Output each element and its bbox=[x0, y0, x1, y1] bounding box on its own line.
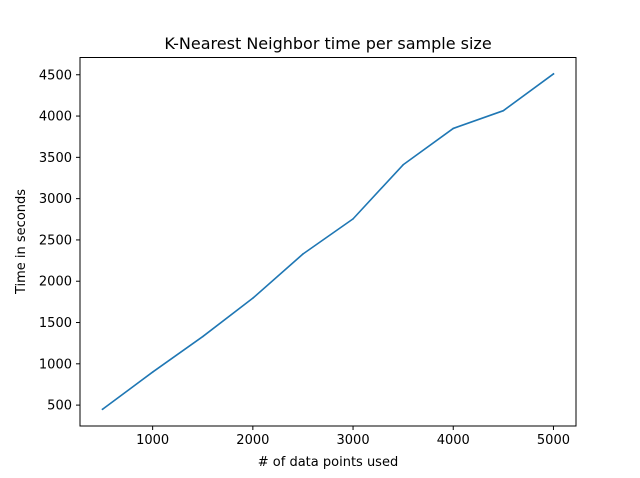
y-tick-label: 2000 bbox=[39, 275, 72, 290]
data-point bbox=[452, 127, 455, 130]
data-point bbox=[552, 73, 555, 75]
data-point bbox=[302, 253, 304, 255]
x-tick-label: 5000 bbox=[537, 433, 570, 448]
data-point bbox=[101, 408, 104, 411]
x-axis: 1000 2000 3000 4000 5000 bbox=[136, 426, 570, 448]
y-axis-label: Time in seconds bbox=[14, 189, 29, 295]
chart-title: K-Nearest Neighbor time per sample size bbox=[164, 34, 491, 53]
plot-area bbox=[101, 72, 555, 411]
y-tick-label: 3500 bbox=[39, 151, 72, 166]
y-axis: 500 1000 1500 2000 2500 3000 3500 4000 4500 bbox=[39, 68, 80, 414]
plot-frame bbox=[79, 57, 577, 427]
y-tick-label: 2500 bbox=[39, 233, 72, 248]
y-tick-label: 4500 bbox=[39, 68, 72, 83]
y-tick-label: 3000 bbox=[39, 192, 72, 207]
y-tick-label: 4000 bbox=[39, 110, 72, 125]
data-point bbox=[151, 371, 154, 373]
y-tick-label: 1000 bbox=[39, 357, 72, 372]
data-point bbox=[502, 109, 505, 112]
data-point bbox=[201, 335, 204, 338]
x-tick-label: 4000 bbox=[437, 433, 470, 448]
series-line bbox=[101, 72, 555, 411]
data-point bbox=[252, 297, 254, 299]
x-tick-label: 2000 bbox=[236, 433, 269, 448]
x-axis-label: # of data points used bbox=[258, 455, 398, 470]
y-tick-label: 500 bbox=[47, 399, 72, 414]
y-tick-label: 1500 bbox=[39, 316, 72, 331]
x-tick-label: 1000 bbox=[136, 433, 169, 448]
data-point bbox=[402, 163, 404, 166]
data-point bbox=[352, 218, 354, 220]
x-tick-label: 3000 bbox=[337, 433, 370, 448]
